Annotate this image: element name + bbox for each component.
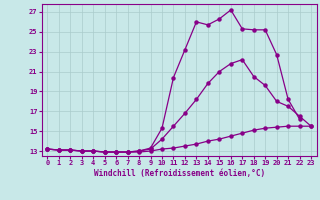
X-axis label: Windchill (Refroidissement éolien,°C): Windchill (Refroidissement éolien,°C)	[94, 169, 265, 178]
